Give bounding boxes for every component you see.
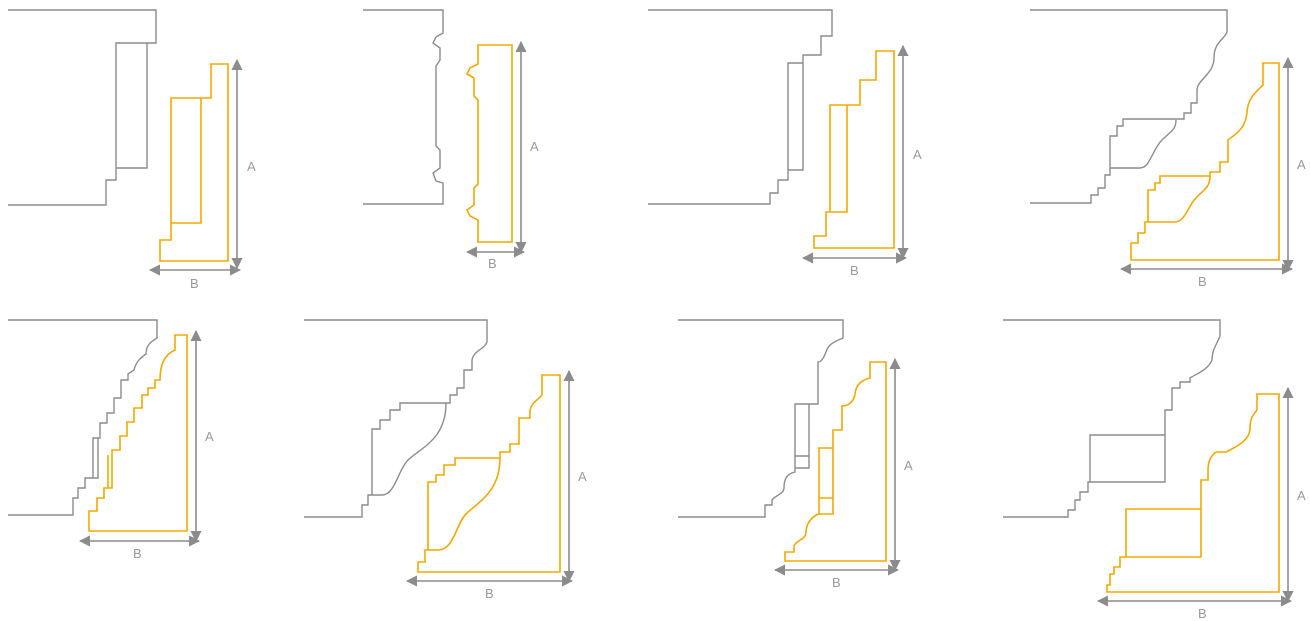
profile-panel-2: A B bbox=[363, 9, 539, 271]
existing-profile-4 bbox=[1030, 9, 1228, 204]
molding-profile-8 bbox=[1106, 393, 1280, 593]
profile-panel-7: A B bbox=[678, 319, 913, 590]
existing-profile-7 bbox=[678, 319, 844, 518]
profile-panel-3: A B bbox=[648, 9, 922, 278]
dimension-b-label-5: B bbox=[133, 546, 142, 561]
molding-profile-1 bbox=[159, 63, 229, 262]
dimension-a-label-7: A bbox=[904, 458, 913, 473]
dimension-b-label-8: B bbox=[1198, 606, 1207, 621]
dimension-a-label-8: A bbox=[1297, 488, 1306, 503]
dimension-a-label-6: A bbox=[578, 469, 587, 484]
dimension-b-label-4: B bbox=[1198, 274, 1207, 289]
dimension-a-label-1: A bbox=[247, 159, 256, 174]
existing-profile-8 bbox=[1003, 319, 1221, 518]
dimension-b-label-3: B bbox=[850, 263, 859, 278]
dimension-a-label-2: A bbox=[530, 139, 539, 154]
molding-profile-7 bbox=[784, 361, 887, 562]
profile-panel-5: A B bbox=[8, 319, 214, 561]
dimension-b-label-7: B bbox=[832, 575, 841, 590]
molding-profile-3 bbox=[813, 50, 895, 249]
molding-profile-4 bbox=[1130, 62, 1280, 261]
dimension-b-label-6: B bbox=[485, 586, 494, 601]
profile-panel-6: A B bbox=[304, 319, 587, 601]
molding-profile-2 bbox=[465, 44, 513, 243]
existing-profile-2 bbox=[363, 9, 444, 205]
molding-profile-6 bbox=[417, 374, 561, 573]
dimension-a-label-5: A bbox=[205, 429, 214, 444]
dimension-a-label-4: A bbox=[1297, 157, 1306, 172]
profile-panel-4: A B bbox=[1030, 9, 1306, 289]
existing-profile-6 bbox=[304, 319, 488, 518]
dimension-b-label-1: B bbox=[190, 276, 199, 291]
existing-profile-1 bbox=[8, 9, 157, 206]
existing-profile-3 bbox=[648, 9, 833, 205]
profile-panel-1: A B bbox=[8, 9, 256, 291]
dimension-a-label-3: A bbox=[913, 147, 922, 162]
profile-panel-8: A B bbox=[1003, 319, 1306, 621]
existing-profile-5 bbox=[8, 319, 158, 516]
dimension-b-label-2: B bbox=[488, 256, 497, 271]
molding-profile-5 bbox=[88, 334, 188, 532]
